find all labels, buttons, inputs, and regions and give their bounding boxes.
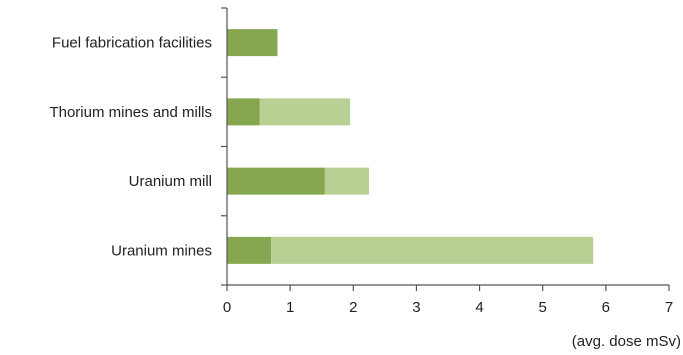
bar-segment [227, 98, 260, 126]
category-label: Uranium mill [129, 173, 212, 190]
x-tick-label: 0 [223, 299, 231, 316]
category-label: Fuel fabrication facilities [52, 35, 212, 52]
bar-segment [259, 98, 351, 126]
bar-segment [324, 167, 370, 195]
x-tick-label: 6 [602, 299, 610, 316]
bar-segment [227, 236, 272, 264]
x-tick-label: 4 [475, 299, 483, 316]
bar-segment [271, 236, 594, 264]
x-axis-label: (avg. dose mSv) [572, 333, 681, 350]
axes [221, 7, 670, 291]
bar-segment [227, 29, 278, 57]
bar-segment [227, 167, 325, 195]
x-tick-label: 3 [412, 299, 420, 316]
category-label: Uranium mines [111, 242, 212, 259]
bars [227, 29, 594, 264]
category-label: Thorium mines and mills [49, 104, 212, 121]
category-labels: Fuel fabrication facilities Thorium mines… [49, 35, 212, 260]
x-tick-label: 1 [286, 299, 294, 316]
x-tick-labels: 0 1 2 3 4 5 6 7 [223, 299, 673, 316]
x-tick-label: 7 [665, 299, 673, 316]
x-tick-label: 2 [349, 299, 357, 316]
x-tick-label: 5 [539, 299, 547, 316]
